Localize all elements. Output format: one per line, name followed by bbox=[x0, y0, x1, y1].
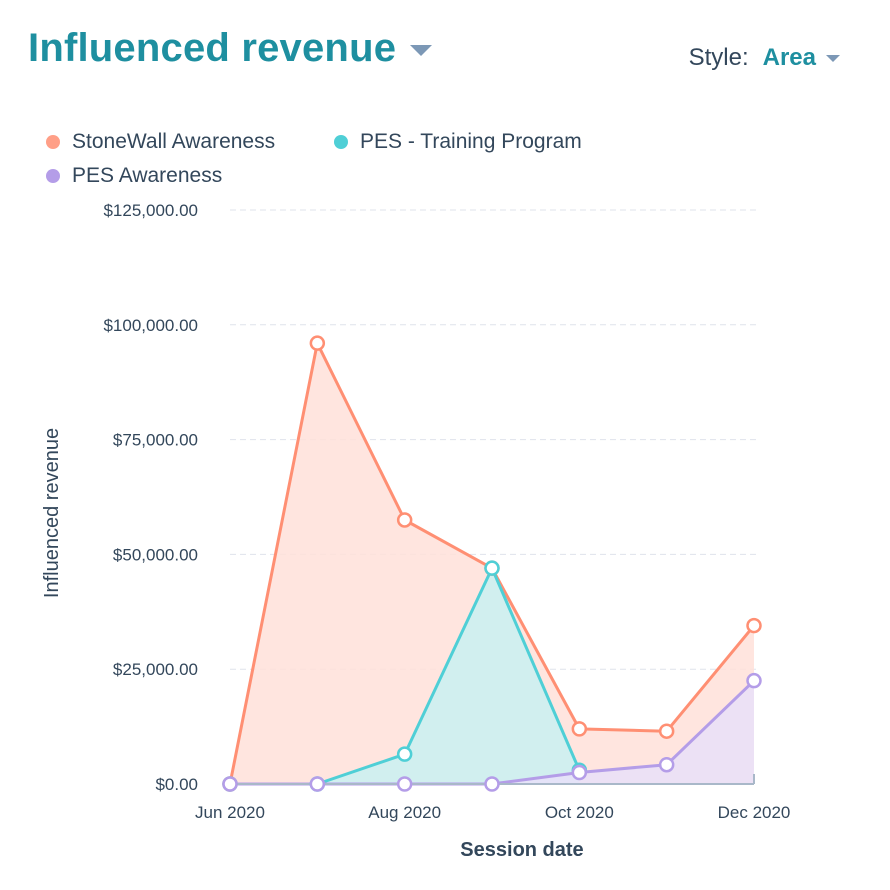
y-tick-label: $0.00 bbox=[155, 775, 198, 794]
y-tick-label: $25,000.00 bbox=[113, 660, 198, 679]
y-tick-label: $125,000.00 bbox=[103, 201, 198, 220]
page-title: Influenced revenue bbox=[28, 26, 397, 70]
legend-item-pes-awareness[interactable]: PES Awareness bbox=[46, 164, 222, 188]
data-point bbox=[658, 723, 675, 739]
x-tick-label: Aug 2020 bbox=[368, 803, 441, 822]
series-area bbox=[230, 343, 754, 784]
data-point bbox=[309, 335, 326, 351]
data-point bbox=[484, 560, 500, 576]
legend-item-stonewall-awareness[interactable]: StoneWall Awareness bbox=[46, 130, 275, 154]
data-point bbox=[309, 776, 326, 792]
legend-label: PES - Training Program bbox=[360, 130, 582, 153]
style-value[interactable]: Area bbox=[762, 44, 816, 71]
y-tick-label: $100,000.00 bbox=[103, 316, 198, 335]
y-tick-label: $50,000.00 bbox=[113, 545, 198, 564]
data-point bbox=[396, 512, 413, 528]
data-point bbox=[396, 776, 413, 792]
data-point bbox=[658, 756, 675, 773]
data-point bbox=[222, 776, 238, 792]
x-tick-label: Oct 2020 bbox=[545, 803, 614, 822]
x-tick-label: Dec 2020 bbox=[718, 803, 791, 822]
data-point bbox=[396, 746, 413, 762]
data-point bbox=[484, 776, 500, 792]
data-point bbox=[571, 721, 588, 737]
data-point bbox=[746, 617, 762, 634]
y-axis-title: Influenced revenue bbox=[41, 428, 63, 598]
chart-header: Influenced revenue bbox=[28, 26, 433, 71]
data-point bbox=[746, 672, 762, 689]
style-label: Style: bbox=[688, 44, 749, 71]
legend-label: PES Awareness bbox=[72, 164, 223, 187]
legend-label: StoneWall Awareness bbox=[72, 130, 276, 153]
style-dropdown-caret-icon[interactable] bbox=[826, 54, 840, 62]
x-tick-label: Jun 2020 bbox=[195, 803, 265, 822]
series-area bbox=[230, 568, 580, 784]
title-dropdown-caret-icon[interactable] bbox=[410, 45, 433, 56]
style-selector[interactable]: Style: Area bbox=[689, 44, 840, 72]
y-tick-label: $75,000.00 bbox=[113, 431, 198, 450]
legend-item-pes-training-program[interactable]: PES - Training Program bbox=[334, 130, 582, 154]
x-axis-title: Session date bbox=[460, 839, 583, 861]
legend-dot-icon bbox=[46, 135, 60, 149]
series-area bbox=[230, 680, 754, 784]
legend-dot-icon bbox=[334, 135, 348, 149]
legend-dot-icon bbox=[46, 169, 60, 183]
data-point bbox=[571, 764, 588, 781]
